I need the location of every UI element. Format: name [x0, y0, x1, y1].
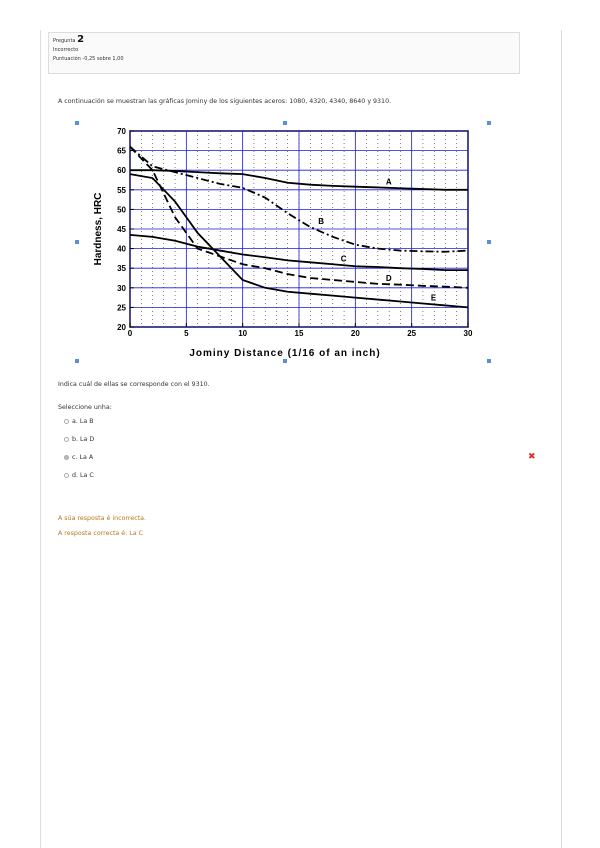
y-tick-label: 20 — [117, 323, 126, 332]
option[interactable]: a. La B — [64, 418, 94, 425]
x-tick-label: 20 — [351, 329, 360, 338]
radio[interactable] — [64, 419, 69, 424]
option-label: a. La B — [72, 418, 94, 425]
x-tick-label: 25 — [407, 329, 416, 338]
option[interactable]: d. La C — [64, 472, 94, 479]
radio[interactable] — [64, 455, 69, 460]
handle — [487, 359, 491, 363]
x-tick-label: 30 — [464, 329, 473, 338]
feedback-correct: A resposta correcta é: La C — [58, 530, 144, 537]
y-tick-label: 45 — [117, 225, 126, 234]
handle — [283, 121, 287, 125]
curve-label: B — [318, 217, 324, 226]
handle — [283, 359, 287, 363]
handle — [75, 240, 79, 244]
y-tick-label: 55 — [117, 186, 126, 195]
option[interactable]: b. La D — [64, 436, 94, 443]
handle — [75, 359, 79, 363]
x-tick-label: 5 — [184, 329, 189, 338]
x-tick-label: 10 — [238, 329, 247, 338]
state: Incorrecto — [53, 47, 79, 53]
option[interactable]: c. La A — [64, 454, 93, 461]
y-tick-label: 25 — [117, 303, 126, 312]
select-prompt: Seleccione unha: — [58, 404, 112, 411]
feedback-result: A súa resposta é incorrecta. — [58, 515, 147, 522]
handle — [487, 121, 491, 125]
curve-label: E — [431, 293, 437, 302]
handle — [487, 240, 491, 244]
question-frame — [40, 30, 562, 848]
y-tick-label: 40 — [117, 245, 126, 254]
number: 2 — [77, 34, 85, 45]
y-tick-label: 50 — [117, 205, 126, 214]
y-tick-label: 35 — [117, 264, 126, 273]
question-info: Pregunta 2 Incorrecto Puntuación -0,25 s… — [48, 32, 520, 74]
incorrect-icon: ✖ — [528, 452, 536, 462]
curve-label: A — [386, 177, 392, 186]
question-prompt: Indica cuál de ellas se corresponde con … — [58, 381, 210, 388]
option-label: c. La A — [72, 454, 94, 461]
chart: Jominy Distance (1/16 of an inch) Hardne… — [75, 121, 491, 363]
option-label: d. La C — [72, 472, 94, 479]
radio[interactable] — [64, 473, 69, 478]
curve — [129, 146, 469, 253]
curve-label: D — [386, 274, 392, 283]
question-number: Pregunta 2 — [53, 35, 515, 46]
radio[interactable] — [64, 437, 69, 442]
curve — [130, 169, 468, 191]
x-axis-label: Jominy Distance (1/16 of an inch) — [189, 348, 380, 359]
score: Puntuación -0,25 sobre 1,00 — [53, 56, 124, 62]
question-label: Pregunta — [53, 38, 76, 44]
y-tick-label: 30 — [117, 284, 126, 293]
curve — [129, 233, 468, 272]
y-tick-label: 65 — [117, 147, 126, 156]
x-tick-label: 0 — [128, 329, 133, 338]
y-tick-label: 60 — [117, 166, 126, 175]
curve — [129, 173, 469, 309]
option-label: b. La D — [72, 436, 95, 443]
handle — [75, 121, 79, 125]
question-intro: A continuación se muestran las gráficas … — [58, 98, 392, 105]
curve-label: C — [341, 254, 347, 263]
y-axis-label: Hardness, HRC — [93, 193, 104, 266]
curve — [129, 146, 469, 289]
y-tick-label: 70 — [117, 127, 126, 136]
x-tick-label: 15 — [295, 329, 304, 338]
